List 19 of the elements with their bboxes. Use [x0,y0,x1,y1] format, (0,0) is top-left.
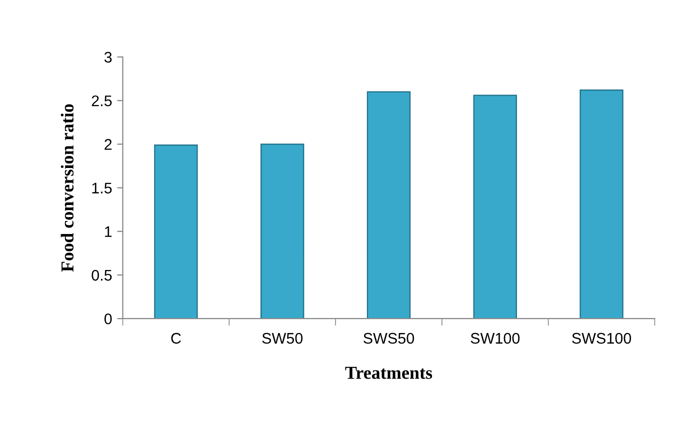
x-tick-label: SWS50 [364,332,414,344]
y-tick-label: 2.5 [92,95,112,106]
y-axis-title: Food conversion ratio [60,104,74,272]
bar [260,144,304,319]
y-tick-label: 1.5 [92,182,112,194]
bar [580,90,624,319]
y-tick-label: 0 [104,313,112,324]
bar [366,91,411,319]
x-tick-label: C [171,332,181,344]
x-tick-label: SWS100 [572,332,632,344]
y-tick-label: 1 [105,226,112,237]
y-tick-label: 0.5 [92,270,112,281]
bar [154,144,198,319]
bar [473,94,517,319]
y-tick-label: 3 [104,52,112,63]
y-tick-label: 2 [104,139,112,150]
x-tick-label: SW50 [262,332,303,344]
x-tick-label: SW100 [470,332,520,344]
x-axis-title: Treatments [345,366,432,379]
